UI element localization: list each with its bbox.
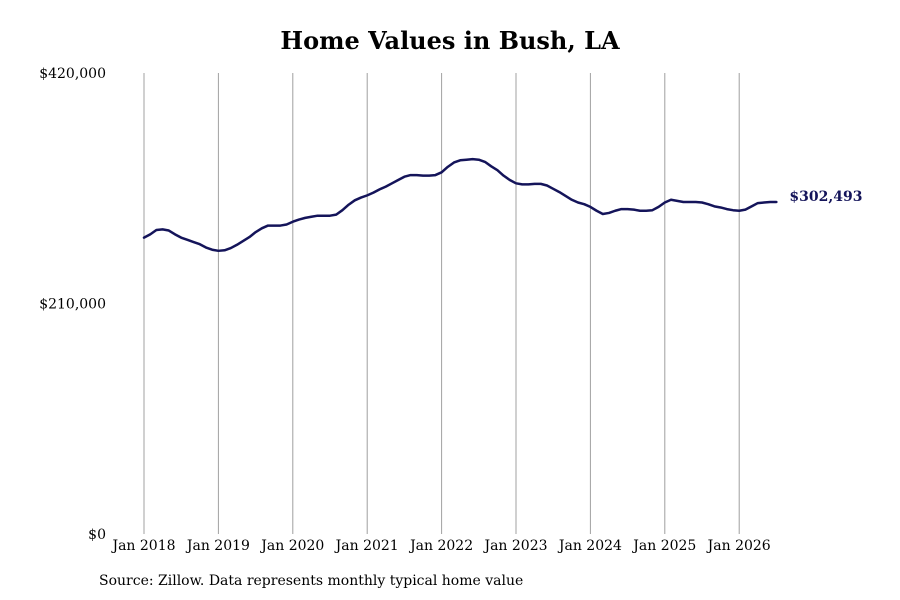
x-axis-ticks: Jan 2018 Jan 2019 Jan 2020 Jan 2021 Jan 2022… (110, 538, 770, 554)
home-value-line (142, 157, 778, 253)
y-axis-ticks: $0 $210,000 $420,000 (39, 66, 106, 543)
y-tick-label: $420,000 (39, 66, 106, 82)
x-tick-label: Jan 2020 (259, 538, 324, 554)
source-note: Source: Zillow. Data represents monthly … (99, 573, 524, 589)
y-tick-label: $210,000 (39, 297, 106, 313)
x-tick-label: Jan 2025 (631, 538, 696, 554)
y-tick-label: $0 (88, 527, 106, 543)
x-tick-label: Jan 2024 (557, 538, 622, 554)
x-tick-label: Jan 2023 (482, 538, 547, 554)
gridlines (143, 73, 740, 534)
x-tick-label: Jan 2021 (334, 538, 399, 554)
x-tick-label: Jan 2019 (185, 538, 250, 554)
latest-value-label: $302,493 (789, 189, 862, 205)
x-tick-label: Jan 2022 (408, 538, 473, 554)
x-tick-label: Jan 2026 (706, 538, 771, 554)
x-tick-label: Jan 2018 (110, 538, 175, 554)
chart-title: Home Values in Bush, LA (280, 26, 620, 55)
